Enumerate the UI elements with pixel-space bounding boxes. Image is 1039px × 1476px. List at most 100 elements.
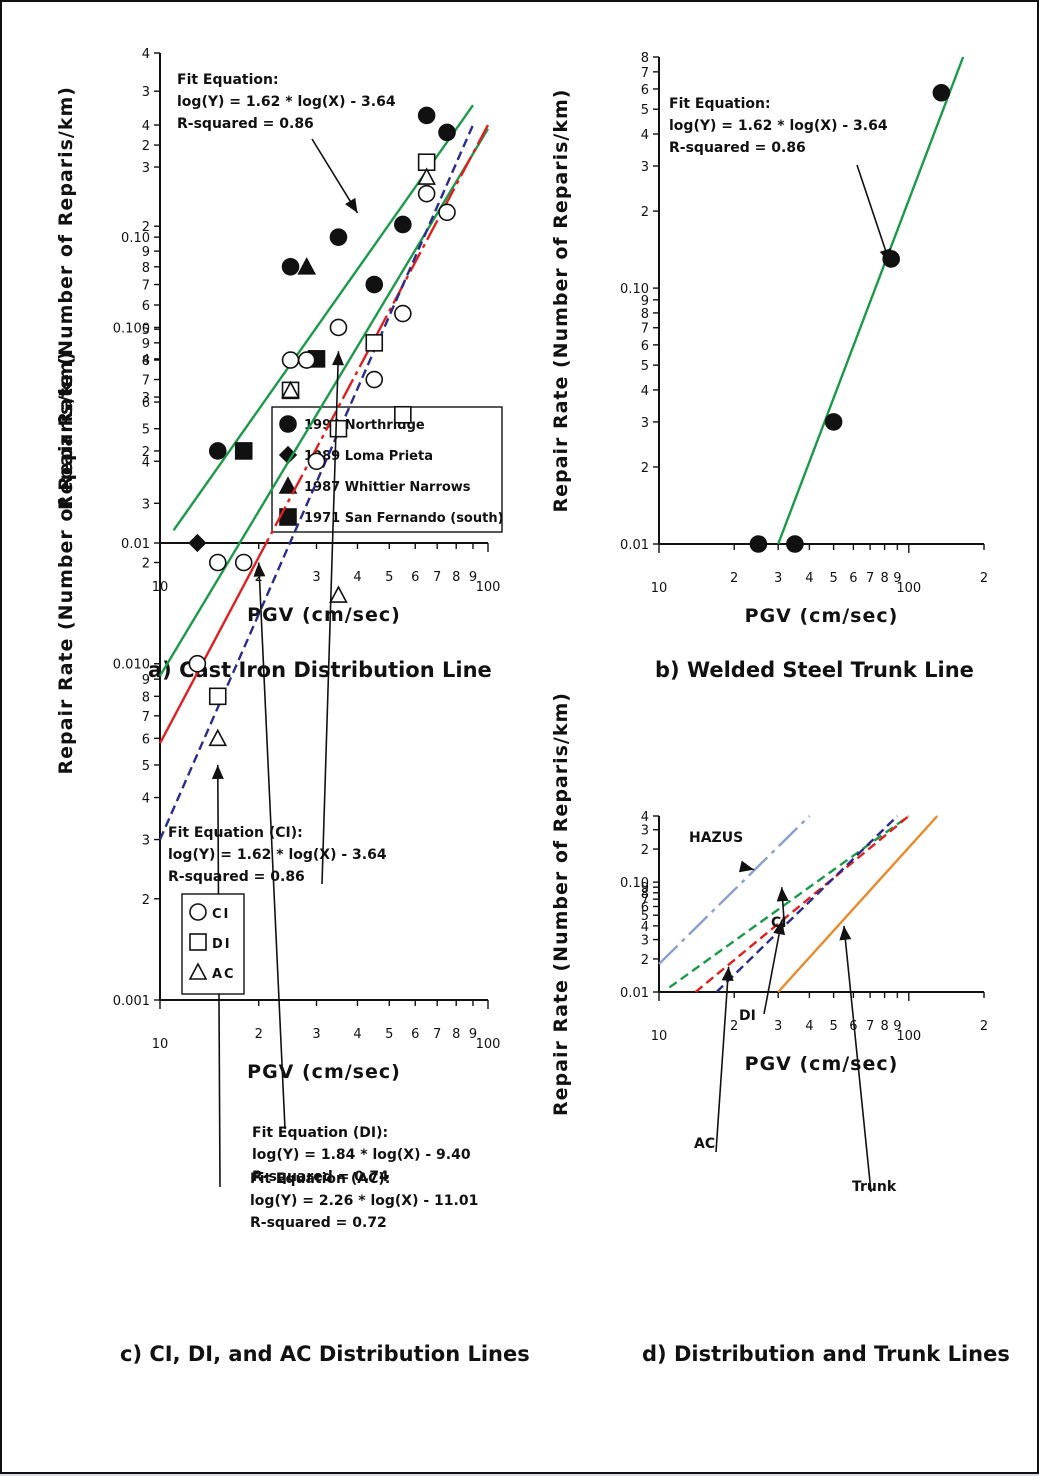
annotation-text: DI [739,1008,756,1024]
y-tick-label: 7 [142,710,150,725]
caption-c: c) CI, DI, and AC Distribution Lines [120,1342,530,1366]
data-point-1987-Whittier-Narrows [297,257,317,275]
y-tick-label: 3 [142,834,150,849]
data-point-series [824,413,843,431]
legend-marker [189,903,207,921]
legend-marker [188,962,208,980]
annotation-arrow-shaft [715,966,730,1153]
data-point-CI [329,318,348,337]
x-tick-label: 8 [880,1019,888,1034]
legend-marker [279,415,297,433]
x-axis-label: PGV (cm/sec) [745,605,899,627]
data-point-1994-Northridge [417,106,436,125]
annotation-text: R-squared = 0.86 [669,140,806,156]
annotation-text: log(Y) = 1.84 * log(X) - 9.40 [252,1147,471,1163]
y-tick-label: 7 [641,893,649,908]
annotation-arrow-head [211,764,224,779]
annotation-arrow-head [773,920,786,936]
data-point-CI [417,184,436,203]
y-tick-label: 9 [142,337,150,352]
y-tick-label: 8 [142,354,150,369]
annotation-text: R-squared = 0.74 [252,1169,389,1185]
annotation-arrow-shaft [843,925,872,1193]
annotation-text: AC [694,1136,715,1152]
legend-marker [189,933,207,951]
annotation-text: HAZUS [689,830,743,846]
y-axis-label: Repair Rate (Number of Reparis/km) [550,692,572,1116]
fit-line-CI [158,128,490,677]
y-tick-label: 5 [142,423,150,438]
y-tick-label: 3 [641,416,649,431]
fit-line-0 [777,56,965,545]
x-tick-label: 7 [433,570,441,585]
y-tick-label: 5 [641,103,649,118]
annotation-arrow-head [345,197,358,213]
y-tick-label: 5 [641,359,649,374]
x-tick-label: 5 [385,570,393,585]
annotation-arrow-shaft [321,351,340,885]
annotation-arrow-shaft [856,164,891,264]
annotation-arrow-head [721,966,734,982]
y-tick-label: 3 [142,85,150,100]
y-tick-label: 2 [641,953,649,968]
data-point-series [749,535,768,553]
y-tick-label: 6 [641,83,649,98]
annotation-text: Fit Equation: [177,72,279,88]
y-tick-label: 0.10 [620,282,649,297]
y-tick-label: 0.01 [620,538,649,553]
y-tick-label: 0.01 [620,986,649,1001]
data-point-DI [394,405,412,424]
annotation-arrow-head [879,248,892,264]
panel-b: 10 2 3 4 5 6 7 8 9 100 2 0.01 2 3 4 5 6 7 8 9 0.10 2 3 4 5 6 7 8 PGV… [519,2,1037,722]
x-tick-label: 9 [893,1019,901,1034]
fit-line-AC [715,815,899,993]
data-point-AC [417,167,436,185]
x-tick-label: 5 [829,1019,837,1034]
y-tick-label: 4 [641,810,649,825]
annotation-text: Fit Equation: [669,96,771,112]
y-tick-label: 0.001 [113,994,150,1009]
y-tick-label: 7 [142,374,150,389]
x-tick-label: 10 [152,1037,169,1052]
data-point-1971-San-Fernando-(south) [234,442,253,460]
x-tick-label: 2 [980,571,988,586]
panel-c: 10 2 3 4 5 6 7 8 9 100 0.001 2 3 4 5 6 7 8 9 0.010 2 3 4 5 6 7 8 9 0… [2,119,530,1472]
y-tick-label: 2 [142,220,150,235]
x-tick-label: 6 [411,1027,419,1042]
data-point-CI [208,553,227,572]
x-tick-label: 2 [730,571,738,586]
y-tick-label: 6 [641,901,649,916]
y-tick-label: 8 [142,261,150,276]
caption-b: b) Welded Steel Trunk Line [655,658,974,682]
y-tick-label: 2 [142,557,150,572]
legend-label: CI [212,907,230,922]
annotation-arrow-head [738,860,754,873]
x-tick-label: 5 [829,571,837,586]
y-tick-label: 4 [142,119,150,134]
y-tick-label: 4 [641,128,649,143]
legend-label: AC [212,967,236,982]
x-axis-label: PGV (cm/sec) [247,1061,401,1083]
x-tick-label: 4 [805,1019,813,1034]
y-tick-label: 7 [641,322,649,337]
data-point-DI [208,687,227,706]
y-tick-label: 6 [142,396,150,411]
x-tick-label: 3 [312,570,320,585]
plot-b: 102 3 4 5 6 7 8 910020.01234567890.102345678PGV… [550,51,988,627]
data-point-CI [365,370,384,389]
annotation-text: R-squared = 0.86 [177,116,314,132]
y-tick-label: 7 [641,66,649,81]
y-tick-label: 2 [641,843,649,858]
y-tick-label: 0.01 [121,537,150,552]
x-tick-label: 4 [353,570,361,585]
x-tick-label: 7 [433,1027,441,1042]
y-tick-label: 7 [142,279,150,294]
data-point-CI [307,452,326,471]
x-tick-label: 7 [866,1019,874,1034]
x-tick-label: 2 [980,1019,988,1034]
data-point-series [786,535,804,553]
data-point-AC [281,380,300,399]
